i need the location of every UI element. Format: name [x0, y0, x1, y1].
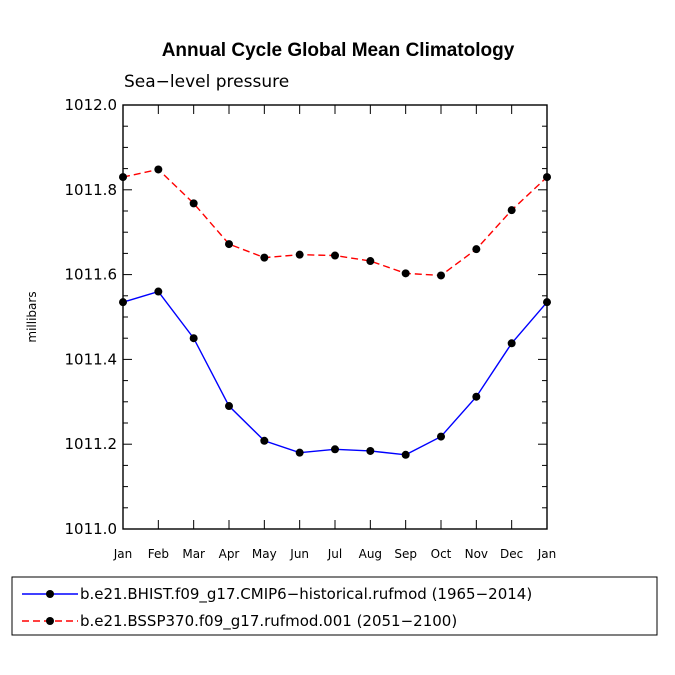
x-tick-label: Nov [465, 547, 488, 561]
series-layer [119, 165, 551, 459]
legend-marker [46, 590, 54, 598]
plot-frame [122, 104, 548, 530]
data-point [366, 446, 375, 455]
x-tick-label: Mar [182, 547, 205, 561]
y-tick-labels: 1011.0 1011.2 1011.4 1011.6 1011.8 1012.0 [65, 96, 118, 538]
y-tick-label: 1011.6 [65, 266, 118, 284]
data-point [331, 445, 339, 454]
x-tick-label: Feb [148, 547, 169, 561]
data-point [437, 432, 445, 441]
y-tick-label: 1011.8 [65, 181, 118, 199]
x-tick-labels: Jan Feb Mar Apr May Jun Jul Aug Sep Oct Nov Dec Jan [113, 547, 557, 561]
chart-subtitle: Sea−level pressure [124, 72, 289, 92]
series-line-1 [122, 290, 548, 456]
x-tick-label: Jan [113, 547, 133, 561]
legend: b.e21.BHIST.f09_g17.CMIP6−historical.ruf… [11, 576, 658, 636]
y-tick-label: 1011.2 [65, 435, 118, 453]
data-point [507, 339, 516, 348]
legend-label-2: b.e21.BSSP370.f09_g17.rufmod.001 (2051−2… [80, 612, 457, 631]
chart-title: Annual Cycle Global Mean Climatology [162, 40, 515, 61]
x-tick-label: Jun [289, 547, 309, 561]
data-point [472, 392, 481, 401]
data-point [366, 257, 375, 266]
axis-ticks [122, 104, 548, 530]
data-point [295, 250, 304, 259]
y-tick-label: 1012.0 [65, 96, 118, 114]
data-point [295, 448, 304, 457]
data-point [154, 287, 163, 296]
data-point [507, 206, 516, 215]
data-point [437, 271, 445, 280]
data-point [154, 165, 163, 174]
legend-label-1: b.e21.BHIST.f09_g17.CMIP6−historical.ruf… [80, 585, 532, 604]
legend-marker [46, 617, 54, 625]
y-axis-label: millibars [25, 291, 39, 342]
x-tick-label: Apr [219, 547, 240, 561]
x-tick-label: May [252, 547, 277, 561]
legend-box [11, 576, 658, 636]
data-point [401, 450, 410, 459]
x-tick-label: Sep [394, 547, 417, 561]
data-point [225, 402, 233, 411]
x-tick-label: Dec [500, 547, 523, 561]
x-tick-label: Aug [359, 547, 382, 561]
data-point [401, 269, 410, 278]
data-point [260, 436, 269, 445]
data-point [189, 199, 198, 208]
data-point [472, 245, 481, 254]
data-point [225, 240, 233, 249]
data-point [331, 251, 339, 260]
data-point [189, 334, 198, 343]
data-point [260, 253, 269, 262]
x-tick-label: Jul [327, 547, 342, 561]
y-tick-label: 1011.4 [65, 350, 118, 368]
y-tick-label: 1011.0 [65, 520, 118, 538]
x-tick-label: Oct [431, 547, 452, 561]
series-line-2 [122, 168, 548, 277]
x-tick-label: Jan [537, 547, 557, 561]
